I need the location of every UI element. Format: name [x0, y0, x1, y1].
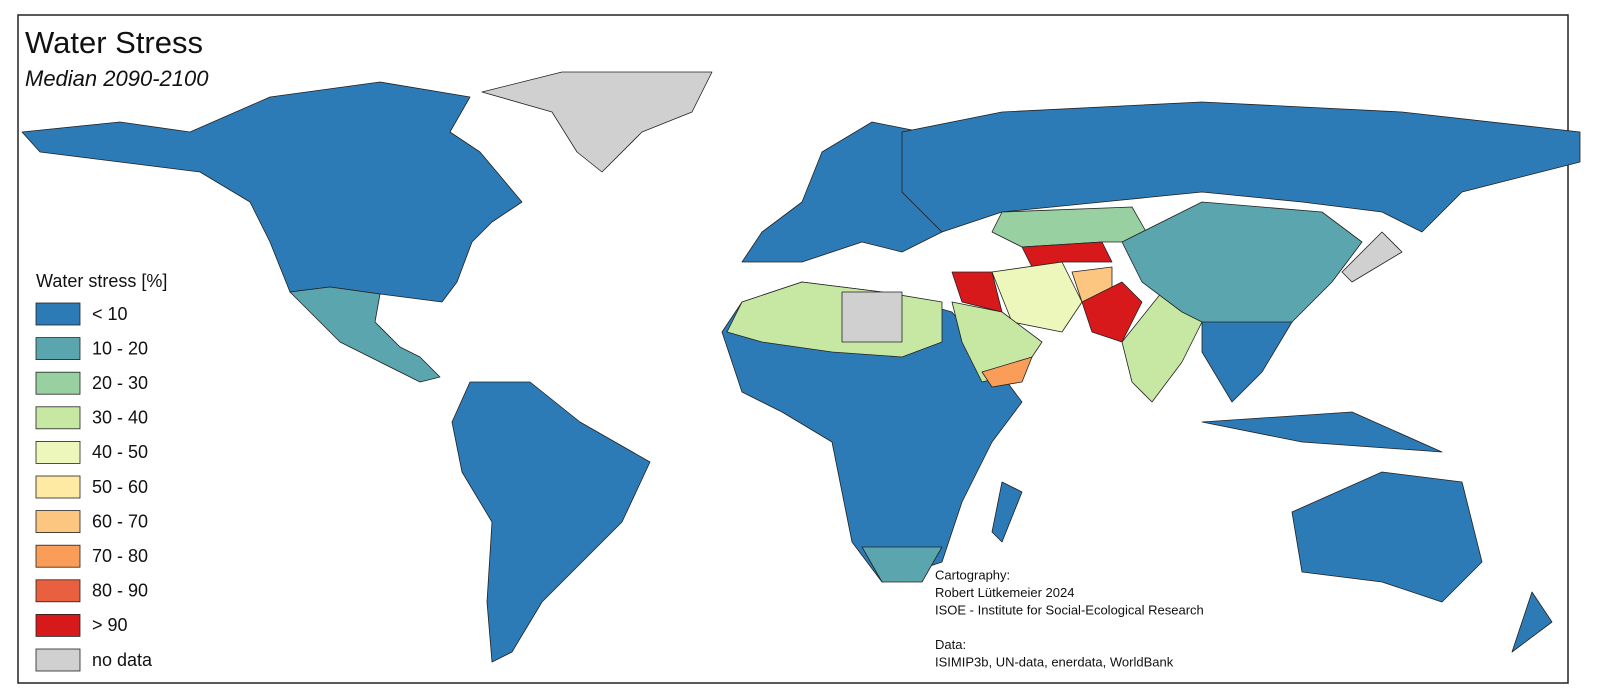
- china: [1121, 201, 1363, 333]
- north-america: [21, 81, 523, 303]
- legend-swatch: [35, 544, 81, 568]
- madagascar: [991, 481, 1023, 543]
- iran: [991, 261, 1083, 333]
- legend-swatch: [35, 475, 81, 499]
- countries: [21, 71, 1581, 663]
- legend-swatch: [35, 510, 81, 534]
- legend-label: < 10: [92, 304, 128, 324]
- legend-label: 20 - 30: [92, 373, 148, 393]
- greenland: [481, 71, 713, 173]
- pakistan: [1081, 281, 1143, 343]
- legend: < 10 10 - 20 20 - 30 30 - 40 40 - 50 50 - 60 6…: [35, 302, 153, 672]
- southern-africa: [861, 546, 943, 583]
- libya: [841, 291, 903, 343]
- legend-swatch: [35, 371, 81, 395]
- credit-line: Robert Lütkemeier 2024: [935, 585, 1074, 600]
- south-america: [451, 381, 651, 663]
- legend-swatch: [35, 614, 81, 637]
- indonesia: [1201, 411, 1443, 453]
- legend-label: no data: [92, 650, 153, 670]
- credit-line: ISIMIP3b, UN-data, enerdata, WorldBank: [935, 654, 1174, 669]
- mexico: [289, 286, 441, 383]
- map-subtitle: Median 2090-2100: [25, 66, 209, 91]
- legend-swatch: [35, 648, 81, 672]
- legend-label: 70 - 80: [92, 546, 148, 566]
- map-title: Water Stress: [25, 25, 203, 60]
- legend-label: 50 - 60: [92, 477, 148, 497]
- russia: [901, 101, 1581, 233]
- legend-label: > 90: [92, 615, 128, 635]
- legend-swatch: [35, 302, 81, 326]
- japan: [1341, 231, 1403, 283]
- central-asia: [1021, 241, 1113, 268]
- legend-label: 80 - 90: [92, 581, 148, 601]
- credit-line: Cartography:: [935, 567, 1010, 582]
- yemen: [981, 356, 1033, 388]
- credit-line: ISOE - Institute for Social-Ecological R…: [935, 602, 1204, 617]
- credits: Cartography: Robert Lütkemeier 2024 ISOE -…: [935, 567, 1204, 669]
- legend-swatch: [35, 337, 81, 361]
- legend-label: 60 - 70: [92, 511, 148, 531]
- legend-label: 10 - 20: [92, 338, 148, 358]
- australia: [1291, 471, 1483, 603]
- legend-swatch: [35, 406, 81, 430]
- legend-title: Water stress [%]: [36, 271, 167, 291]
- legend-swatch: [35, 579, 81, 603]
- credit-line: Data:: [935, 637, 966, 652]
- legend-label: 40 - 50: [92, 442, 148, 462]
- southeast-asia: [1201, 321, 1293, 403]
- legend-label: 30 - 40: [92, 408, 148, 428]
- new-zealand: [1511, 591, 1553, 653]
- legend-swatch: [35, 440, 81, 464]
